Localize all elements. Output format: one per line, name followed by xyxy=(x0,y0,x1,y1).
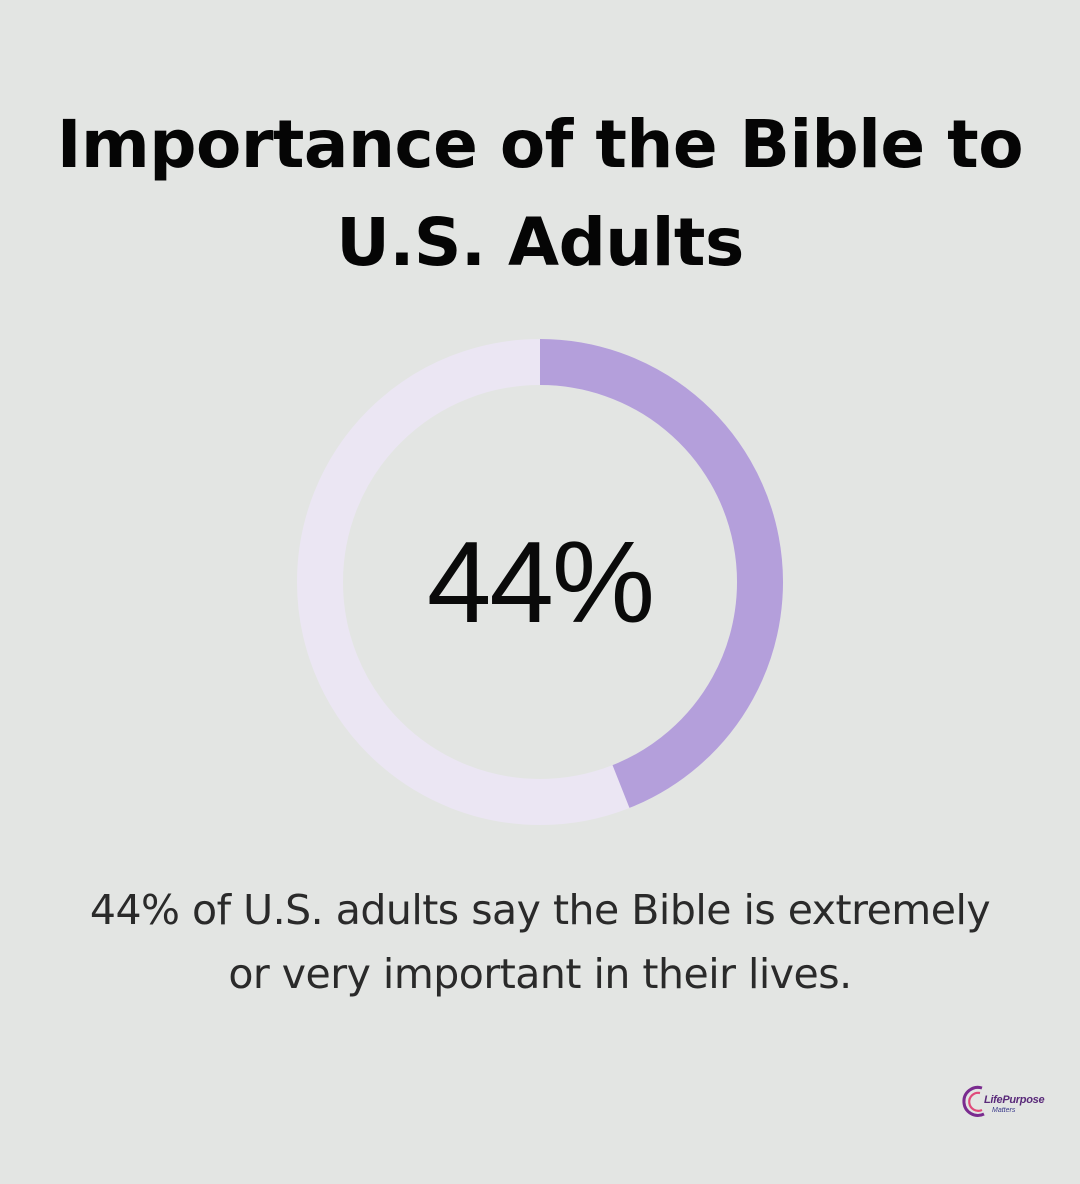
caption-line-2: or very important in their lives. xyxy=(228,950,852,998)
brand-logo: LifePurpose Matters xyxy=(960,1082,1045,1126)
chart-title-line-1: Importance of the Bible to xyxy=(56,106,1024,183)
logo-text: LifePurpose xyxy=(984,1094,1045,1106)
donut-chart xyxy=(297,339,783,825)
donut-value-arc xyxy=(539,339,783,808)
donut-center-value: 44% xyxy=(426,517,655,647)
caption: 44% of U.S. adults say the Bible is extr… xyxy=(0,878,1080,1006)
logo-swirl-icon xyxy=(962,1085,985,1117)
chart-title-line-2: U.S. Adults xyxy=(336,204,744,281)
logo-subtext: Matters xyxy=(992,1107,1016,1114)
chart-title: Importance of the Bible to U.S. Adults xyxy=(0,96,1080,292)
caption-line-1: 44% of U.S. adults say the Bible is extr… xyxy=(89,886,991,934)
